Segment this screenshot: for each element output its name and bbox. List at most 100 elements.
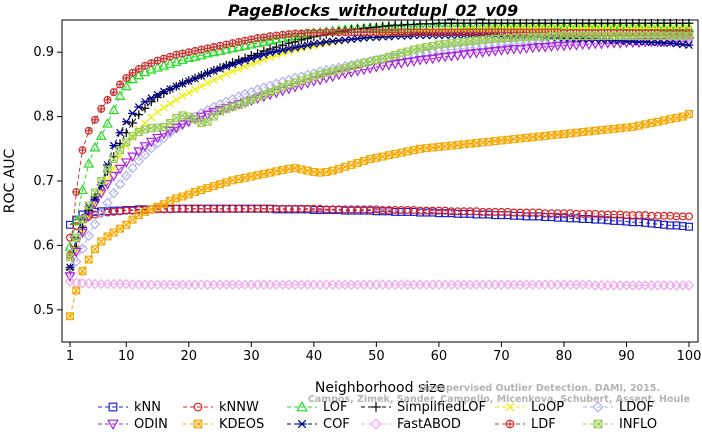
- legend-item-knn: kNN: [98, 400, 161, 415]
- data-point-kdeos: [84, 255, 93, 264]
- data-point-odin: [470, 48, 482, 59]
- data-point-inflo: [109, 155, 118, 164]
- x-tick-label: 70: [493, 349, 510, 364]
- data-point-ldf: [191, 46, 200, 55]
- data-point-simplifiedlof: [159, 89, 169, 98]
- data-point-kdeos: [684, 110, 693, 119]
- data-point-kdeos: [72, 286, 81, 295]
- data-point-odin: [552, 41, 564, 52]
- legend-marker: [107, 419, 119, 431]
- data-point-cof: [321, 38, 331, 46]
- data-point-ldf: [241, 36, 250, 45]
- data-point-lof: [214, 45, 226, 55]
- data-point-knnw: [684, 212, 693, 221]
- data-point-fastabod: [121, 278, 132, 290]
- legend-label: LOF: [323, 400, 348, 415]
- data-point-cof: [315, 39, 325, 48]
- series-line-loop: [69, 27, 689, 269]
- data-point-loop: [191, 85, 199, 94]
- data-point-lof: [152, 62, 163, 72]
- legend-item-cof: COF: [287, 417, 350, 432]
- data-point-ldf: [197, 45, 206, 54]
- data-point-cof: [290, 43, 300, 52]
- data-point-ldf: [184, 48, 193, 57]
- data-point-ldf: [109, 88, 118, 97]
- data-point-lof: [239, 40, 251, 50]
- data-point-odin: [95, 189, 107, 199]
- series-group: [64, 18, 695, 321]
- data-point-lof: [170, 56, 182, 66]
- data-point-ldf: [91, 115, 100, 124]
- data-point-cof: [309, 40, 319, 48]
- axes: 1 10 20 30 40 50 60 70 80 90 100 0.5 0.6 0.7 0.8 0.9: [33, 45, 701, 364]
- data-point-odin: [70, 247, 82, 258]
- data-point-simplifiedlof: [290, 37, 300, 47]
- data-point-loop: [153, 108, 162, 116]
- data-point-cof: [134, 103, 144, 111]
- data-point-loop: [203, 79, 212, 87]
- data-point-odin: [514, 44, 526, 55]
- legend-marker: [371, 402, 381, 412]
- legend-marker: [297, 419, 307, 429]
- data-point-cof: [115, 128, 125, 137]
- data-point-loop: [222, 70, 231, 78]
- data-point-ldof: [133, 155, 145, 167]
- data-point-odin: [233, 100, 245, 110]
- data-point-odin: [583, 40, 595, 51]
- legend-marker: [592, 401, 604, 413]
- plot-frame: [61, 19, 699, 343]
- data-point-odin: [352, 66, 364, 77]
- data-point-odin: [533, 43, 545, 53]
- y-tick-label: 0.6: [33, 238, 54, 253]
- data-point-odin: [320, 73, 332, 84]
- data-point-odin: [408, 57, 420, 67]
- data-point-odin: [539, 43, 551, 53]
- data-point-odin: [314, 75, 326, 86]
- series-fastabod: [64, 276, 695, 291]
- legend-label: ODIN: [134, 417, 168, 432]
- data-point-ldof: [139, 149, 151, 160]
- data-point-inflo: [72, 233, 81, 242]
- data-point-fastabod: [71, 277, 82, 289]
- data-point-odin: [502, 45, 514, 56]
- data-point-ldof: [77, 243, 88, 254]
- x-axis-label: Neighborhood size: [315, 380, 445, 396]
- data-point-simplifiedlof: [278, 40, 287, 50]
- data-point-cof: [653, 38, 663, 47]
- legend-label: kNN: [134, 400, 161, 415]
- data-point-lof: [252, 37, 264, 48]
- legend-label: COF: [323, 417, 350, 432]
- data-point-odin: [202, 110, 213, 121]
- data-point-ldf: [203, 44, 212, 53]
- data-point-odin: [177, 120, 188, 130]
- data-point-simplifiedlof: [409, 20, 419, 29]
- data-point-cof: [303, 41, 312, 49]
- data-point-odin: [327, 72, 339, 83]
- x-tick-label: 60: [431, 349, 448, 364]
- data-point-odin: [114, 164, 126, 175]
- data-point-inflo: [65, 252, 74, 261]
- legend-marker: [193, 402, 203, 412]
- data-point-lof: [145, 63, 157, 74]
- data-point-odin: [420, 55, 432, 65]
- data-point-cof: [65, 263, 75, 272]
- data-point-odin: [445, 52, 457, 62]
- data-point-lof: [102, 118, 113, 128]
- data-point-odin: [683, 37, 695, 47]
- data-point-simplifiedlof: [396, 20, 406, 30]
- data-point-lof: [70, 215, 82, 225]
- data-point-cof: [296, 42, 306, 51]
- data-point-lof: [114, 90, 126, 100]
- data-point-fastabod: [64, 276, 76, 287]
- data-point-odin: [145, 137, 157, 148]
- x-tick-label: 80: [556, 349, 573, 364]
- legend-marker: [505, 419, 515, 429]
- data-point-odin: [302, 79, 314, 89]
- legend-item-inflo: INFLO: [583, 417, 657, 432]
- data-point-odin: [577, 40, 589, 51]
- data-point-lof: [258, 36, 270, 46]
- data-point-odin: [427, 54, 439, 65]
- watermark-line-1: Unsupervised Outlier Detection. DAMI, 20…: [419, 383, 660, 394]
- legend-label: LDF: [531, 417, 556, 432]
- y-tick-label: 0.7: [33, 174, 54, 189]
